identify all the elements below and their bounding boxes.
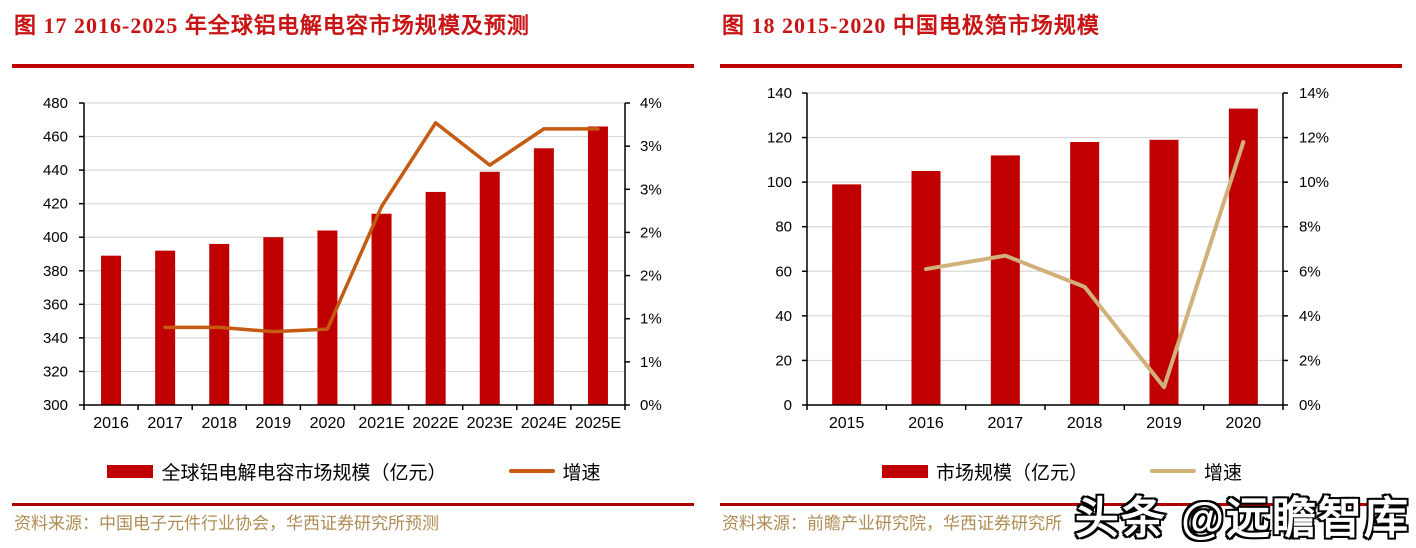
bar-swatch-icon — [107, 464, 154, 478]
title-divider — [12, 64, 694, 68]
svg-text:14%: 14% — [1299, 85, 1329, 102]
svg-text:2022E: 2022E — [413, 415, 459, 432]
svg-text:2%: 2% — [640, 268, 662, 285]
svg-text:2023E: 2023E — [467, 415, 513, 432]
source-note: 资料来源：前瞻产业研究院，华西证券研究所 — [722, 514, 1062, 533]
svg-text:480: 480 — [43, 95, 68, 112]
svg-text:2018: 2018 — [201, 415, 237, 432]
svg-text:2020: 2020 — [310, 415, 346, 432]
svg-text:3%: 3% — [640, 138, 662, 155]
svg-text:3%: 3% — [640, 181, 662, 198]
legend-bar-item: 全球铝电解电容市场规模（亿元） — [107, 458, 447, 485]
svg-text:460: 460 — [43, 129, 68, 146]
legend-line-item: 增速 — [1150, 458, 1242, 485]
svg-text:2016: 2016 — [908, 415, 944, 432]
title-divider — [720, 64, 1402, 68]
svg-text:10%: 10% — [1299, 174, 1329, 191]
svg-text:4%: 4% — [1299, 308, 1321, 325]
svg-text:140: 140 — [767, 85, 792, 102]
source-divider — [720, 503, 1402, 506]
svg-text:320: 320 — [43, 363, 68, 380]
svg-text:380: 380 — [43, 263, 68, 280]
figure-18: 图 18 2015-2020 中国电极箔市场规模 140 120 100 80 60 40… — [708, 0, 1416, 548]
legend-line-item: 增速 — [508, 458, 601, 485]
figure-title: 图 18 2015-2020 中国电极箔市场规模 — [722, 13, 1100, 38]
capacitor-market-chart: 480 460 440 420 400 380 360 340 320 300 4% 3% 3% 2% 2%… — [43, 95, 662, 432]
figure-title: 图 17 2016-2025 年全球铝电解电容市场规模及预测 — [14, 13, 530, 38]
chart-legend: 市场规模（亿元） 增速 — [708, 458, 1416, 484]
svg-text:2018: 2018 — [1067, 415, 1103, 432]
svg-text:2025E: 2025E — [575, 415, 621, 432]
svg-text:4%: 4% — [640, 95, 662, 112]
line-legend-label: 增速 — [1204, 462, 1243, 484]
line-swatch-icon — [1150, 469, 1196, 473]
svg-text:2020: 2020 — [1226, 415, 1262, 432]
chart-legend: 全球铝电解电容市场规模（亿元） 增速 — [0, 458, 708, 484]
svg-text:2024E: 2024E — [521, 415, 567, 432]
svg-text:100: 100 — [767, 174, 792, 191]
bar-swatch-icon — [881, 464, 928, 478]
toutiao-watermark: 头条 @远瞻智库 — [1073, 493, 1410, 545]
svg-text:120: 120 — [767, 130, 792, 147]
svg-text:0: 0 — [784, 397, 792, 414]
svg-text:340: 340 — [43, 330, 68, 347]
figure-17: 图 17 2016-2025 年全球铝电解电容市场规模及预测 480 460 440… — [0, 13, 708, 533]
svg-text:60: 60 — [775, 263, 792, 280]
legend-bar-item: 市场规模（亿元） — [881, 458, 1088, 485]
svg-text:2015: 2015 — [829, 415, 865, 432]
svg-text:2021E: 2021E — [358, 415, 404, 432]
bar-legend-label: 全球铝电解电容市场规模（亿元） — [161, 462, 447, 484]
source-note: 资料来源：中国电子元件行业协会，华西证券研究所预测 — [14, 514, 439, 533]
svg-text:12%: 12% — [1299, 130, 1329, 147]
source-divider — [12, 503, 694, 506]
svg-text:80: 80 — [775, 219, 792, 236]
svg-text:8%: 8% — [1299, 219, 1321, 236]
svg-text:6%: 6% — [1299, 263, 1321, 280]
svg-text:40: 40 — [775, 308, 792, 325]
svg-text:2%: 2% — [1299, 352, 1321, 369]
svg-text:1%: 1% — [640, 354, 662, 371]
svg-text:0%: 0% — [640, 397, 662, 414]
bar-legend-label: 市场规模（亿元） — [935, 462, 1088, 484]
svg-text:1%: 1% — [640, 311, 662, 328]
svg-text:2019: 2019 — [1146, 415, 1182, 432]
line-swatch-icon — [508, 469, 555, 473]
line-legend-label: 增速 — [562, 462, 601, 484]
svg-text:2017: 2017 — [988, 415, 1024, 432]
svg-text:20: 20 — [775, 352, 792, 369]
svg-text:2016: 2016 — [93, 415, 129, 432]
electrode-foil-market-chart: 140 120 100 80 60 40 20 0 14% 12% 10% 8% 6% 4% 2% 0% 201… — [767, 85, 1329, 432]
svg-text:2%: 2% — [640, 224, 662, 241]
svg-text:300: 300 — [43, 397, 68, 414]
svg-text:0%: 0% — [1299, 397, 1321, 414]
svg-text:2019: 2019 — [256, 415, 292, 432]
svg-text:420: 420 — [43, 196, 68, 213]
svg-text:2017: 2017 — [147, 415, 183, 432]
svg-text:440: 440 — [43, 162, 68, 179]
svg-text:400: 400 — [43, 229, 68, 246]
svg-text:360: 360 — [43, 296, 68, 313]
